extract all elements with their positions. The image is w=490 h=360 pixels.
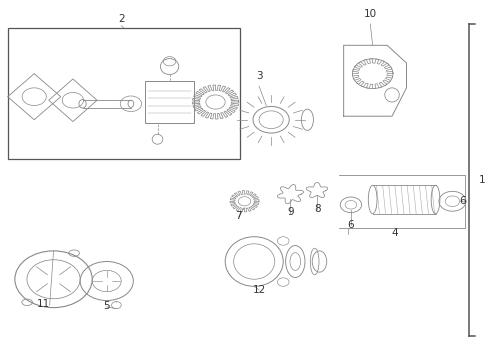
Text: 10: 10: [364, 9, 377, 19]
Text: 6: 6: [460, 196, 466, 206]
Text: 2: 2: [118, 14, 124, 24]
Text: 12: 12: [252, 285, 266, 295]
Text: 7: 7: [235, 211, 242, 221]
Text: 6: 6: [347, 220, 354, 230]
Text: 1: 1: [479, 175, 486, 185]
Text: 8: 8: [314, 204, 320, 214]
Text: 9: 9: [287, 207, 294, 217]
Text: 3: 3: [256, 71, 262, 81]
Text: 5: 5: [103, 301, 110, 311]
Text: 4: 4: [391, 229, 398, 238]
Text: 11: 11: [37, 300, 50, 309]
